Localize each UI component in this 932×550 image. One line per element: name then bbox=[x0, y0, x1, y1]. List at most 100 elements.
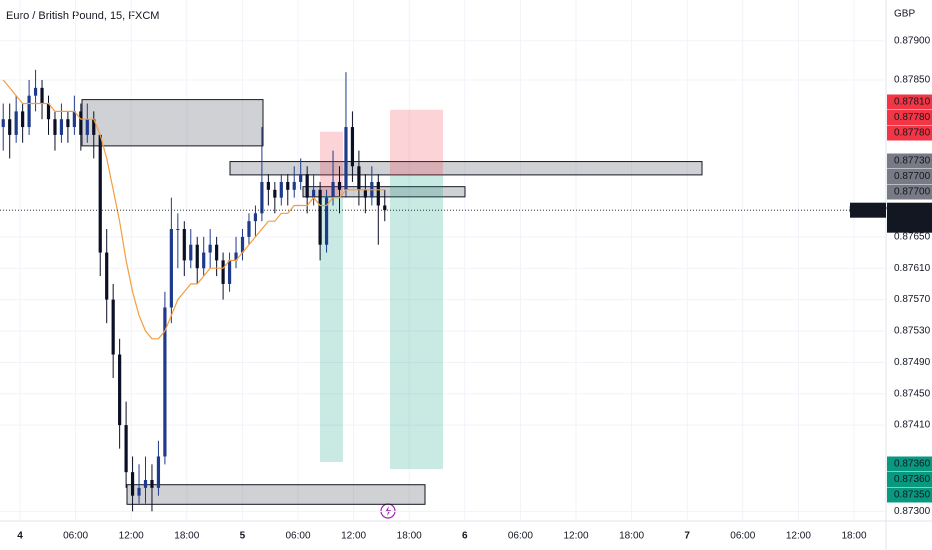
candle bbox=[143, 456, 148, 504]
price-badge-label: 0.87700 bbox=[894, 187, 931, 198]
candle bbox=[253, 205, 258, 237]
candle bbox=[40, 80, 44, 120]
candle-body bbox=[156, 456, 161, 488]
candle-body bbox=[79, 111, 83, 135]
candle bbox=[286, 174, 290, 206]
candle bbox=[383, 189, 387, 222]
zone bbox=[126, 484, 426, 505]
price-badge-label: 0.87780 bbox=[894, 128, 931, 139]
candle-body bbox=[318, 189, 322, 245]
y-tick-label: 0.87610 bbox=[894, 263, 931, 274]
candle-body bbox=[40, 87, 44, 104]
price-badge bbox=[887, 110, 932, 125]
x-tick-label: 12:00 bbox=[119, 531, 144, 542]
y-tick-label: 0.87570 bbox=[894, 294, 931, 305]
candle bbox=[331, 150, 335, 206]
candle-body bbox=[240, 236, 245, 253]
candle-body bbox=[286, 181, 290, 190]
candle-body bbox=[253, 213, 258, 222]
candle-body bbox=[383, 205, 387, 211]
candle bbox=[176, 213, 180, 269]
candle bbox=[72, 95, 76, 135]
x-tick-label: 4 bbox=[17, 531, 23, 542]
candle-body bbox=[376, 181, 380, 206]
candle-body bbox=[350, 127, 355, 167]
candle-body bbox=[14, 111, 18, 135]
candle-body bbox=[260, 181, 264, 214]
candle-body bbox=[215, 244, 219, 261]
candle-body bbox=[189, 244, 193, 261]
candle bbox=[208, 229, 212, 269]
candle-body bbox=[8, 119, 12, 135]
x-tick-label: 18:00 bbox=[619, 531, 644, 542]
candle bbox=[234, 236, 238, 269]
price-badge-label: 0.87360 bbox=[894, 459, 931, 470]
zone bbox=[229, 161, 703, 176]
candle bbox=[111, 283, 115, 379]
y-tick-label: 0.87410 bbox=[894, 420, 931, 431]
x-tick-label: 06:00 bbox=[285, 531, 310, 542]
candle-body bbox=[163, 307, 167, 457]
candle-body bbox=[150, 480, 154, 488]
candle-body bbox=[124, 425, 128, 473]
candle-body bbox=[118, 354, 122, 426]
price-badge bbox=[887, 456, 932, 472]
candle bbox=[27, 80, 31, 135]
candle-body bbox=[266, 181, 270, 190]
candle bbox=[189, 229, 193, 269]
candle-body bbox=[21, 111, 25, 128]
candle bbox=[324, 189, 329, 253]
candle bbox=[85, 103, 89, 143]
candle bbox=[169, 197, 173, 324]
x-tick-label: 5 bbox=[240, 531, 246, 542]
y-tick-label: 0.87900 bbox=[894, 35, 931, 46]
candle bbox=[337, 166, 342, 214]
x-tick-label: 06:00 bbox=[730, 531, 755, 542]
candle bbox=[227, 252, 232, 292]
candle bbox=[279, 174, 283, 206]
candle-body bbox=[344, 127, 348, 190]
candle bbox=[318, 181, 322, 261]
candle bbox=[33, 69, 38, 112]
candle-body bbox=[363, 189, 367, 198]
candle-body bbox=[292, 181, 296, 190]
candle-body bbox=[130, 472, 135, 496]
candle-body bbox=[27, 95, 31, 128]
candle bbox=[46, 95, 51, 135]
price-badge-label: 0.87350 bbox=[894, 490, 931, 501]
price-badge bbox=[887, 184, 932, 200]
candle bbox=[156, 440, 161, 496]
currency: GBP bbox=[894, 9, 915, 20]
candle-body bbox=[312, 189, 316, 198]
candle bbox=[312, 174, 316, 206]
candle-body bbox=[247, 221, 251, 237]
candle-body bbox=[169, 229, 173, 308]
price-badge-label: 0.87810 bbox=[894, 97, 931, 108]
price-badge-label: 0.87780 bbox=[894, 112, 931, 123]
price-badge bbox=[887, 125, 932, 141]
candle-body bbox=[111, 299, 115, 355]
zone bbox=[81, 99, 264, 147]
candle bbox=[266, 174, 270, 206]
price-badge bbox=[887, 169, 932, 184]
candle bbox=[124, 401, 128, 488]
candle bbox=[376, 174, 380, 245]
price-badge-label: 0.87730 bbox=[894, 156, 931, 167]
candle-body bbox=[299, 174, 303, 182]
candle bbox=[363, 174, 367, 214]
price-badge-label: 0.87700 bbox=[894, 171, 931, 182]
candle-body bbox=[66, 119, 70, 128]
candle bbox=[150, 464, 154, 512]
plot bbox=[0, 0, 886, 520]
candle-body bbox=[305, 174, 309, 198]
candle bbox=[79, 103, 83, 151]
x-tick-label: 12:00 bbox=[341, 531, 366, 542]
candle bbox=[292, 166, 296, 198]
candle bbox=[66, 111, 70, 143]
y-tick-label: 0.87530 bbox=[894, 326, 931, 337]
candle bbox=[14, 95, 18, 143]
x-tick-label: 12:00 bbox=[563, 531, 588, 542]
y-tick-label: 0.87650 bbox=[894, 232, 931, 243]
